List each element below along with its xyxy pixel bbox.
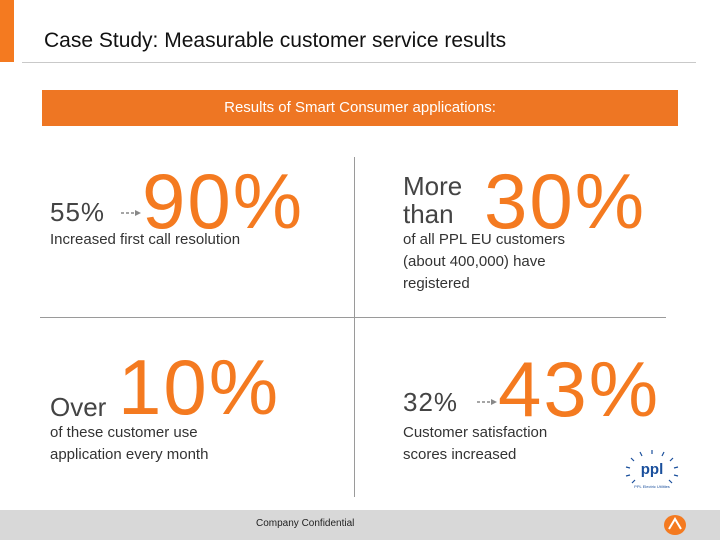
q4-arrow-icon: [477, 399, 497, 405]
ppl-logo-text: ppl: [641, 461, 664, 478]
quadrant-horizontal-divider: [40, 317, 666, 318]
q1-description: Increased first call resolution: [50, 231, 241, 248]
q4-from-value: 32%: [403, 387, 459, 417]
q2-description-line3: registered: [403, 275, 470, 292]
results-banner: Results of Smart Consumer applications:: [42, 90, 678, 126]
q2-lead-line2: than: [403, 199, 454, 229]
slide-title: Case Study: Measurable customer service …: [44, 29, 507, 52]
q1-arrow-icon: [121, 210, 141, 216]
q4-big-value: 43%: [498, 345, 661, 433]
q1-from-value: 55%: [50, 197, 106, 227]
q2-big-value: 30%: [484, 157, 647, 245]
ppl-sunburst-icon: ppl PPL Electric Utilities: [625, 450, 679, 489]
q3-lead-word: Over: [50, 392, 107, 422]
q3-big-value: 10%: [118, 343, 281, 431]
footer-bar: [0, 510, 720, 540]
q3-description-line2: application every month: [50, 446, 209, 463]
title-accent-bar: [0, 0, 14, 62]
q4-description-line2: scores increased: [403, 446, 517, 463]
q4-description-line1: Customer satisfaction: [403, 424, 548, 441]
q2-description-line2: (about 400,000) have: [403, 253, 546, 270]
quadrant-vertical-divider: [354, 157, 355, 497]
q3-description-line1: of these customer use: [50, 424, 198, 441]
ppl-logo: ppl PPL Electric Utilities: [612, 448, 692, 490]
q2-description-line1: of all PPL EU customers: [403, 231, 566, 248]
ppl-logo-subtext: PPL Electric Utilities: [634, 484, 670, 489]
brand-corner-icon: [664, 515, 686, 535]
q1-big-value: 90%: [142, 157, 305, 245]
q2-lead-line1: More: [403, 171, 463, 201]
title-divider: [22, 62, 696, 63]
footer-confidential-label: Company Confidential: [256, 518, 355, 529]
